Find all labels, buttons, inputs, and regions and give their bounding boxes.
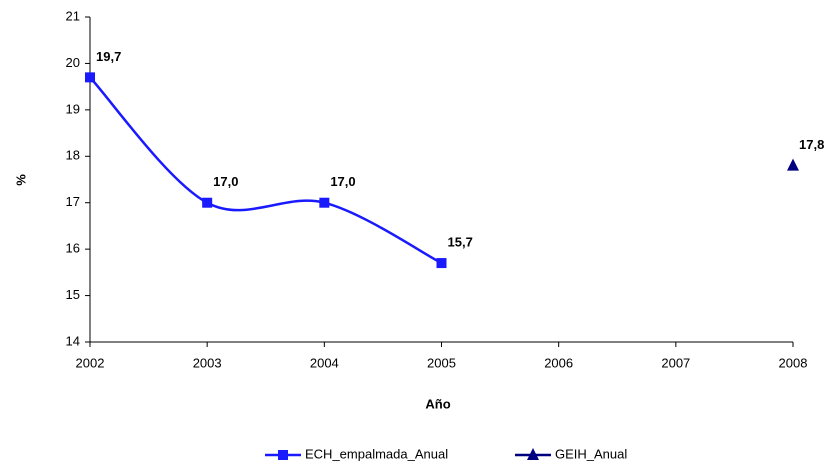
y-tick-label: 17	[66, 194, 80, 209]
x-tick-label: 2007	[661, 355, 690, 370]
y-tick-label: 14	[66, 333, 80, 348]
data-point	[85, 72, 95, 83]
legend-label: ECH_empalmada_Anual	[305, 446, 448, 461]
legend-label: GEIH_Anual	[555, 446, 627, 461]
x-tick-label: 2003	[193, 355, 222, 370]
y-tick-label: 18	[66, 148, 80, 163]
x-tick-label: 2008	[779, 355, 808, 370]
data-label: 15,7	[448, 235, 473, 250]
legend-marker	[527, 448, 539, 460]
data-point	[202, 197, 213, 208]
y-axis-label: %	[13, 174, 28, 186]
y-tick-label: 21	[66, 8, 80, 23]
data-point	[787, 158, 799, 171]
y-tick-label: 15	[66, 287, 80, 302]
data-label: 19,7	[96, 49, 121, 64]
data-label: 17,8	[799, 137, 824, 152]
x-tick-label: 2005	[427, 355, 456, 370]
series-line	[89, 76, 443, 265]
data-point	[436, 258, 447, 269]
data-label: 17,0	[213, 174, 238, 189]
x-axis-label: Año	[425, 396, 450, 411]
y-tick-label: 19	[66, 101, 80, 116]
x-tick-label: 2004	[310, 355, 339, 370]
data-label: 17,0	[330, 174, 355, 189]
data-point	[319, 197, 330, 208]
y-tick-label: 16	[66, 241, 80, 256]
legend-marker	[278, 450, 288, 460]
x-tick-label: 2006	[544, 355, 573, 370]
x-tick-label: 2002	[76, 355, 105, 370]
y-tick-label: 20	[66, 55, 80, 70]
